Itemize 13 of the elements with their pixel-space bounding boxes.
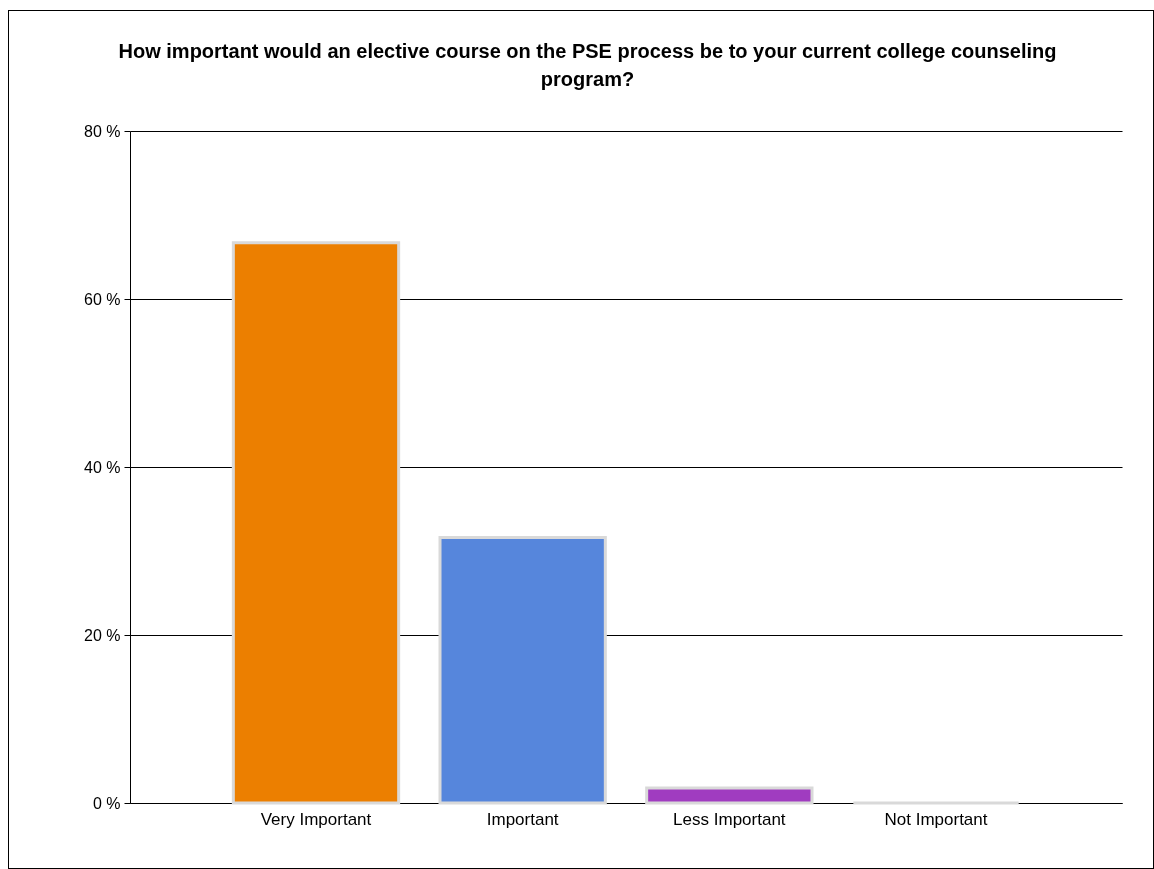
x-tick-label: Important	[486, 809, 559, 829]
bar	[231, 241, 401, 805]
x-tick-label: Less Important	[673, 809, 786, 829]
bar	[438, 536, 607, 805]
y-tick-label: 60 %	[84, 290, 121, 308]
x-tick-label: Very Important	[260, 809, 372, 829]
x-tick-label: Not Important	[884, 809, 988, 829]
bar	[645, 786, 814, 805]
y-tick-label: 40 %	[84, 458, 121, 476]
chart-title: How important would an elective course on the PSE process be to your current college counseling program?	[117, 39, 1058, 92]
y-tick-label: 20 %	[84, 626, 121, 644]
y-tick-label: 0 %	[92, 794, 121, 812]
y-tick-label: 80 %	[84, 122, 121, 140]
